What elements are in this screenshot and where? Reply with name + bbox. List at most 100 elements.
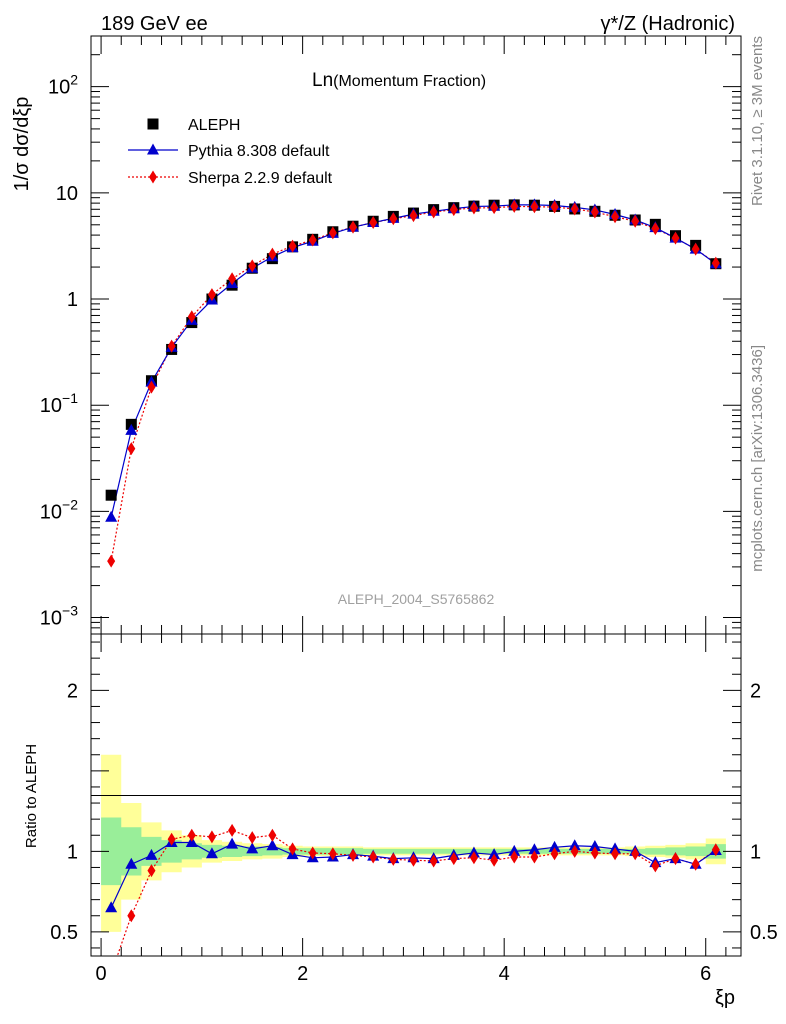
sherpa-ratio-point xyxy=(228,823,237,837)
y-tick-label: 10−3 xyxy=(40,603,78,630)
sherpa-point xyxy=(409,209,418,223)
sherpa-ratio-point xyxy=(147,864,156,878)
ratio-curves-clipped xyxy=(105,823,722,980)
legend-label: Pythia 8.308 default xyxy=(188,143,330,160)
sherpa-point xyxy=(248,259,257,273)
sherpa-point xyxy=(510,199,519,213)
sherpa-point xyxy=(611,210,620,224)
analysis-tag: ALEPH_2004_S5765862 xyxy=(338,591,495,607)
ratio-y-ticks xyxy=(91,641,741,949)
x-tick-label: 0 xyxy=(96,963,107,985)
sherpa-ratio-point xyxy=(449,852,458,866)
chart-title: Ln(Momentum Fraction) xyxy=(312,70,486,91)
legend-marker xyxy=(147,118,159,130)
mcplots-label: mcplots.cern.ch [arXiv:1306.3436] xyxy=(749,345,766,572)
sherpa-point xyxy=(530,200,539,214)
sherpa-point xyxy=(449,203,458,217)
sherpa-ratio-point xyxy=(469,851,478,865)
legend-marker xyxy=(149,170,157,184)
sherpa-ratio-point xyxy=(349,848,358,862)
legend: ALEPH Pythia 8.308 default Sherpa 2.2.9 de… xyxy=(128,117,333,187)
ratio-band-yellow xyxy=(101,754,726,932)
sherpa-point xyxy=(127,442,136,456)
sherpa-ratio-point xyxy=(389,852,398,866)
sherpa-ratio-point xyxy=(107,967,115,980)
sherpa-ratio-point xyxy=(369,850,378,864)
chart-title-sub: (Momentum Fraction) xyxy=(333,73,486,90)
sherpa-point xyxy=(228,272,237,286)
sherpa-ratio-point xyxy=(611,847,620,861)
pythia-ratio-point xyxy=(105,901,118,913)
sherpa-point xyxy=(651,222,660,236)
x-tick-label: 4 xyxy=(499,963,510,985)
pythia-ratio-point xyxy=(528,843,541,855)
sherpa-point xyxy=(711,256,720,270)
sherpa-point xyxy=(389,212,398,226)
pythia-ratio-point xyxy=(508,844,521,856)
pythia-ratio-point xyxy=(488,848,501,860)
pythia-point xyxy=(105,510,118,522)
ratio-panel: 0.5 0.5 1 1 2 2 xyxy=(50,633,778,980)
ratio-axis-label: Ratio to ALEPH xyxy=(23,744,40,848)
sherpa-point xyxy=(469,201,478,215)
sherpa-point xyxy=(187,310,196,324)
sherpa-ratio-point xyxy=(268,828,277,842)
aleph-point xyxy=(105,489,117,501)
y-tick-label: 10 xyxy=(56,183,78,205)
sherpa-ratio-point xyxy=(288,842,297,856)
sherpa-ratio-point xyxy=(590,846,599,860)
main-panel: 10−3 10−2 10−1 1 10 102 Ln(Momentum Fraction)… xyxy=(40,35,742,635)
pythia-ratio-point xyxy=(568,839,581,851)
sherpa-ratio-point xyxy=(207,830,216,844)
main-curves xyxy=(105,198,722,568)
y-tick-label: 10−1 xyxy=(40,390,78,417)
pythia-ratio-point xyxy=(125,857,138,869)
sherpa-point xyxy=(328,226,337,240)
sherpa-point xyxy=(288,239,297,253)
sherpa-ratio-point xyxy=(328,847,337,861)
legend-marker xyxy=(147,143,159,155)
sherpa-main-line xyxy=(110,205,717,562)
sherpa-point xyxy=(308,233,317,247)
sherpa-point xyxy=(107,554,116,568)
sherpa-point xyxy=(631,214,640,228)
sherpa-ratio-point xyxy=(570,844,579,858)
sherpa-point xyxy=(671,231,680,245)
sherpa-ratio-point xyxy=(711,843,720,857)
sherpa-point xyxy=(550,200,559,214)
ratio-tick-label: 1 xyxy=(67,841,78,863)
sherpa-point xyxy=(590,205,599,219)
header-left: 189 GeV ee xyxy=(101,13,208,35)
sherpa-ratio-point xyxy=(127,909,136,923)
sherpa-ratio-point xyxy=(167,832,176,846)
pythia-ratio-point xyxy=(246,842,259,854)
ratio-frame xyxy=(90,633,742,957)
header-right: γ*/Z (Hadronic) xyxy=(601,13,735,35)
x-tick-label: 6 xyxy=(700,963,711,985)
y-axis-label: 1/σ dσ/dξp xyxy=(11,97,33,192)
sherpa-ratio-point xyxy=(671,852,680,866)
sherpa-ratio-point xyxy=(490,853,499,867)
pythia-ratio-point xyxy=(205,847,218,859)
y-tick-label: 1 xyxy=(67,289,78,311)
sherpa-ratio-point xyxy=(187,828,196,842)
sherpa-ratio-point xyxy=(248,831,257,845)
sherpa-ratio-point xyxy=(510,850,519,864)
y-tick-label: 10−2 xyxy=(40,496,78,523)
x-tick-label: 2 xyxy=(297,963,308,985)
sherpa-point xyxy=(490,201,499,215)
ratio-tick-label: 2 xyxy=(67,680,78,702)
y-tick-label: 102 xyxy=(48,72,78,99)
ratio-y-tick-labels: 0.5 0.5 1 1 2 2 xyxy=(50,680,778,944)
sherpa-point xyxy=(570,202,579,216)
sherpa-ratio-point xyxy=(631,847,640,861)
pythia-ratio-point xyxy=(548,840,561,852)
sherpa-ratio-point xyxy=(429,854,438,868)
sherpa-point xyxy=(167,339,176,353)
sherpa-point xyxy=(429,205,438,219)
sherpa-point xyxy=(369,216,378,230)
pythia-ratio-point xyxy=(588,840,601,852)
sherpa-point xyxy=(691,242,700,256)
sherpa-point xyxy=(207,288,216,302)
